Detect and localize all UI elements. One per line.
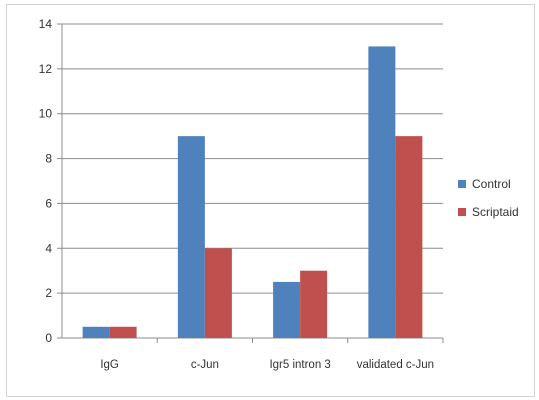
y-axis-ticks: 0 2 4 6 8 10 12 14 (39, 17, 53, 345)
legend-swatch-control (458, 180, 466, 188)
x-axis-categories: IgG c-Jun Igr5 intron 3 validated c-Jun (100, 359, 434, 371)
bar-scriptaid-1 (204, 248, 232, 338)
legend: Control Scriptaid (458, 177, 519, 219)
x-category-label: c-Jun (191, 359, 219, 371)
x-category-label: Igr5 intron 3 (269, 359, 330, 371)
bar-scriptaid-3 (395, 136, 423, 338)
y-tick-label: 4 (45, 241, 52, 255)
bar-control-3 (368, 46, 396, 339)
legend-swatch-scriptaid (458, 208, 466, 216)
y-tick-label: 14 (39, 17, 53, 31)
y-tick-label: 8 (45, 152, 52, 166)
bars (82, 46, 423, 339)
y-tick-label: 0 (45, 331, 52, 345)
bar-control-1 (177, 136, 205, 338)
y-tick-label: 10 (39, 107, 53, 121)
bar-control-0 (82, 326, 110, 338)
legend-label-scriptaid: Scriptaid (472, 205, 519, 219)
bar-scriptaid-2 (300, 270, 328, 338)
y-tick-label: 6 (45, 196, 52, 210)
bar-scriptaid-0 (109, 326, 137, 338)
x-category-label: validated c-Jun (357, 359, 434, 371)
legend-label-control: Control (472, 177, 511, 191)
x-category-label: IgG (100, 359, 119, 371)
bar-control-2 (273, 281, 301, 338)
y-tick-label: 2 (45, 286, 52, 300)
y-tick-label: 12 (39, 62, 53, 76)
